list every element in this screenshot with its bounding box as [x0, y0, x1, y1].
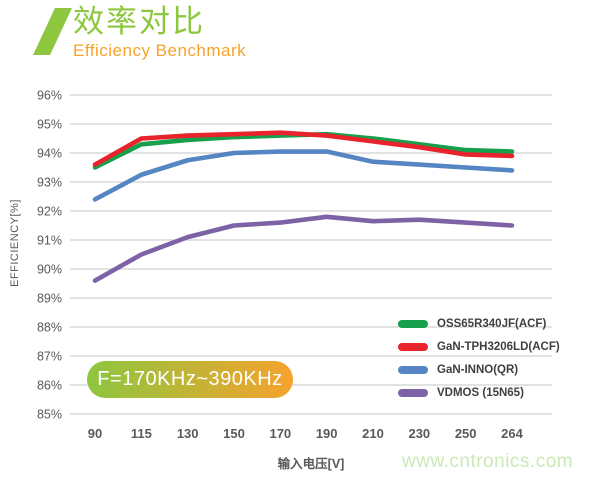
x-tick-label: 190	[316, 426, 338, 441]
x-axis-title: 输入电压[V]	[277, 457, 345, 471]
y-tick-label: 90%	[37, 263, 62, 277]
x-tick-label: 210	[362, 426, 384, 441]
legend-label: GaN-INNO(QR)	[437, 363, 519, 376]
legend-item: OSS65R340JF(ACF)	[398, 312, 560, 335]
y-tick-label: 95%	[37, 118, 62, 132]
y-tick-label: 93%	[37, 176, 62, 190]
y-tick-label: 96%	[37, 89, 62, 103]
legend-item: GaN-TPH3206LD(ACF)	[398, 335, 560, 358]
x-tick-label: 230	[408, 426, 430, 441]
legend-swatch	[398, 319, 428, 328]
y-axis-title: EFFICIENCY[%]	[9, 199, 21, 287]
legend-label: OSS65R340JF(ACF)	[437, 317, 547, 330]
legend-label: VDMOS (15N65)	[437, 386, 524, 399]
y-tick-label: 91%	[37, 234, 62, 248]
x-tick-label: 130	[177, 426, 199, 441]
legend-swatch	[398, 342, 428, 351]
legend-swatch	[398, 365, 428, 374]
x-tick-label: 90	[88, 426, 102, 441]
page-subtitle: Efficiency Benchmark	[73, 40, 247, 60]
slash-icon	[33, 8, 72, 55]
page-title: 效率对比	[73, 4, 205, 39]
series-line-4	[92, 214, 515, 283]
watermark: www.cntronics.com	[402, 451, 574, 472]
x-tick-label: 115	[131, 426, 152, 441]
x-tick-label: 264	[501, 426, 523, 441]
y-tick-label: 89%	[37, 292, 62, 306]
series-line-3	[92, 149, 515, 202]
y-tick-label: 92%	[37, 205, 62, 219]
series-line-2	[92, 130, 515, 167]
header: 效率对比 Efficiency Benchmark	[33, 4, 247, 61]
legend-label: GaN-TPH3206LD(ACF)	[437, 340, 560, 353]
y-tick-label: 86%	[37, 379, 62, 393]
y-tick-label: 94%	[37, 147, 62, 161]
y-tick-label: 87%	[37, 350, 62, 364]
x-tick-label: 150	[223, 426, 245, 441]
x-tick-label: 170	[269, 426, 291, 441]
y-tick-label: 88%	[37, 321, 62, 335]
legend-item: VDMOS (15N65)	[398, 381, 560, 404]
x-tick-label: 250	[455, 426, 477, 441]
legend-swatch	[398, 388, 428, 397]
chart-legend: OSS65R340JF(ACF) GaN-TPH3206LD(ACF) GaN-IN…	[398, 312, 560, 404]
legend-item: GaN-INNO(QR)	[398, 358, 560, 381]
y-tick-label: 85%	[37, 408, 62, 422]
frequency-badge: F=170KHz~390KHz	[87, 361, 293, 398]
